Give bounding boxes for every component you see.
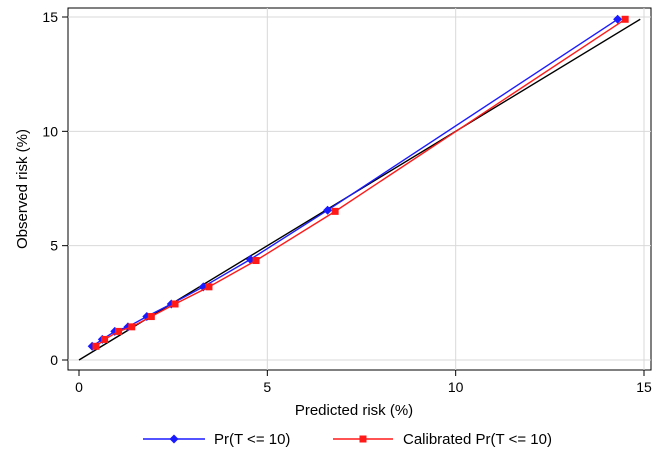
y-tick-label: 0 (50, 352, 58, 368)
legend-label: Calibrated Pr(T <= 10) (403, 431, 552, 448)
y-axis-title: Observed risk (%) (14, 129, 31, 249)
data-point-square (331, 207, 339, 215)
legend-item: Pr(T <= 10) (143, 431, 290, 448)
data-point-square (115, 327, 123, 335)
legend-item: Calibrated Pr(T <= 10) (333, 431, 552, 448)
data-point-square (359, 435, 367, 443)
data-point-diamond (323, 205, 333, 215)
x-axis-title: Predicted risk (%) (295, 402, 413, 419)
data-point-diamond (169, 434, 179, 444)
y-tick-label: 10 (42, 123, 58, 139)
data-point-square (205, 283, 213, 291)
y-axis-ticks: 0 5 10 15 (42, 9, 68, 368)
data-point-diamond (613, 14, 623, 24)
series-line (95, 18, 626, 347)
series-group (87, 14, 629, 351)
y-tick-label: 5 (50, 238, 58, 254)
data-point-square (621, 15, 629, 23)
x-tick-label: 10 (448, 379, 464, 395)
x-tick-label: 15 (636, 379, 652, 395)
series-calibrated-pr-t (92, 15, 629, 350)
x-axis-ticks: 0 5 10 15 (75, 370, 652, 395)
x-tick-label: 0 (75, 379, 83, 395)
series-line (91, 18, 619, 347)
data-point-square (101, 335, 109, 343)
gridlines (68, 8, 651, 370)
data-point-square (252, 257, 260, 265)
y-tick-label: 15 (42, 9, 58, 25)
legend: Pr(T <= 10) Calibrated Pr(T <= 10) (143, 431, 552, 448)
data-point-square (92, 342, 100, 350)
data-point-square (171, 300, 179, 308)
legend-label: Pr(T <= 10) (214, 431, 290, 448)
data-point-square (128, 323, 136, 331)
data-point-square (147, 313, 155, 321)
x-tick-label: 5 (263, 379, 271, 395)
